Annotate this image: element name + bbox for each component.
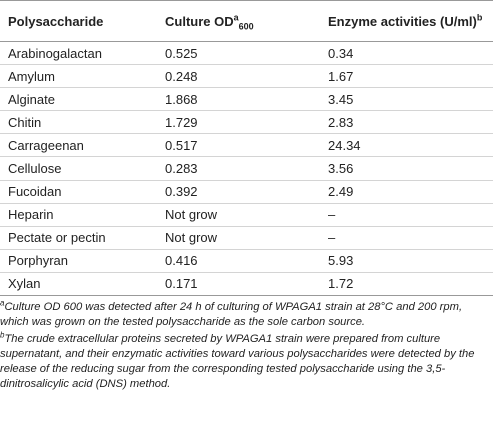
- header-row: Polysaccharide Culture ODa600 Enzyme activ…: [0, 0, 493, 42]
- table-cell: 0.517: [157, 133, 320, 158]
- table-row: Xylan 0.171 1.72: [0, 272, 493, 297]
- table-row: Alginate 1.868 3.45: [0, 87, 493, 112]
- table-body: Arabinogalactan 0.525 0.34 Amylum 0.248 1.67 A…: [0, 41, 493, 297]
- footnote-text: Culture OD 600 was detected after 24 h o…: [0, 301, 463, 329]
- table-cell: Not grow: [157, 226, 320, 250]
- table-cell: –: [320, 226, 493, 250]
- table-cell: 0.525: [157, 41, 320, 66]
- table-row: Cellulose 0.283 3.56: [0, 156, 493, 181]
- table-cell: 1.868: [157, 87, 320, 112]
- table-cell: 0.171: [157, 272, 320, 297]
- table-cell: –: [320, 203, 493, 227]
- footnote-text: The crude extracellular proteins secrete…: [0, 333, 475, 391]
- column-header: Enzyme activities (U/ml)b: [320, 0, 493, 42]
- table-cell: Xylan: [0, 272, 157, 297]
- table-row: Fucoidan 0.392 2.49: [0, 180, 493, 204]
- table-row: Heparin Not grow –: [0, 203, 493, 227]
- table-cell: Carrageenan: [0, 133, 157, 158]
- table-cell: Cellulose: [0, 156, 157, 181]
- table-row: Porphyran 0.416 5.93: [0, 249, 493, 273]
- table-cell: 0.392: [157, 180, 320, 204]
- table-cell: 3.56: [320, 156, 493, 181]
- table-row: Carrageenan 0.517 24.34: [0, 133, 493, 158]
- table-cell: Porphyran: [0, 249, 157, 273]
- footnote-marker: b: [476, 12, 483, 23]
- table-cell: 1.67: [320, 64, 493, 89]
- table-cell: Amylum: [0, 64, 157, 89]
- table-cell: Heparin: [0, 203, 157, 227]
- table-cell: Pectate or pectin: [0, 226, 157, 250]
- table-cell: Fucoidan: [0, 180, 157, 204]
- footnote-marker: b: [0, 330, 5, 340]
- table-cell: Chitin: [0, 110, 157, 135]
- table-cell: 0.416: [157, 249, 320, 273]
- table-cell: 1.729: [157, 110, 320, 135]
- footnote-marker: a: [0, 298, 5, 308]
- table-cell: Alginate: [0, 87, 157, 112]
- column-header: Polysaccharide: [0, 0, 157, 42]
- table-cell: 24.34: [320, 133, 493, 158]
- table-cell: 0.248: [157, 64, 320, 89]
- header-text: Polysaccharide: [8, 13, 104, 29]
- table-cell: 3.45: [320, 87, 493, 112]
- table-cell: 2.83: [320, 110, 493, 135]
- footnotes: aCulture OD 600 was detected after 24 h …: [0, 296, 493, 392]
- footnote-marker: a: [233, 12, 239, 23]
- header-text: Culture OD: [165, 13, 234, 29]
- footnote: bThe crude extracellular proteins secret…: [0, 330, 489, 392]
- table-cell: Arabinogalactan: [0, 41, 157, 66]
- table-cell: 0.283: [157, 156, 320, 181]
- table-row: Chitin 1.729 2.83: [0, 110, 493, 135]
- table-cell: 0.34: [320, 41, 493, 66]
- header-subscript: 600: [238, 21, 254, 32]
- table-cell: Not grow: [157, 203, 320, 227]
- footnote: aCulture OD 600 was detected after 24 h …: [0, 298, 489, 330]
- table-cell: 1.72: [320, 272, 493, 297]
- table-cell: 2.49: [320, 180, 493, 204]
- table-row: Amylum 0.248 1.67: [0, 64, 493, 89]
- table-row: Pectate or pectin Not grow –: [0, 226, 493, 250]
- table-cell: 5.93: [320, 249, 493, 273]
- data-table: Polysaccharide Culture ODa600 Enzyme activ…: [0, 0, 493, 297]
- column-header: Culture ODa600: [157, 0, 320, 42]
- header-text: Enzyme activities (U/ml): [328, 13, 477, 29]
- table-row: Arabinogalactan 0.525 0.34: [0, 41, 493, 66]
